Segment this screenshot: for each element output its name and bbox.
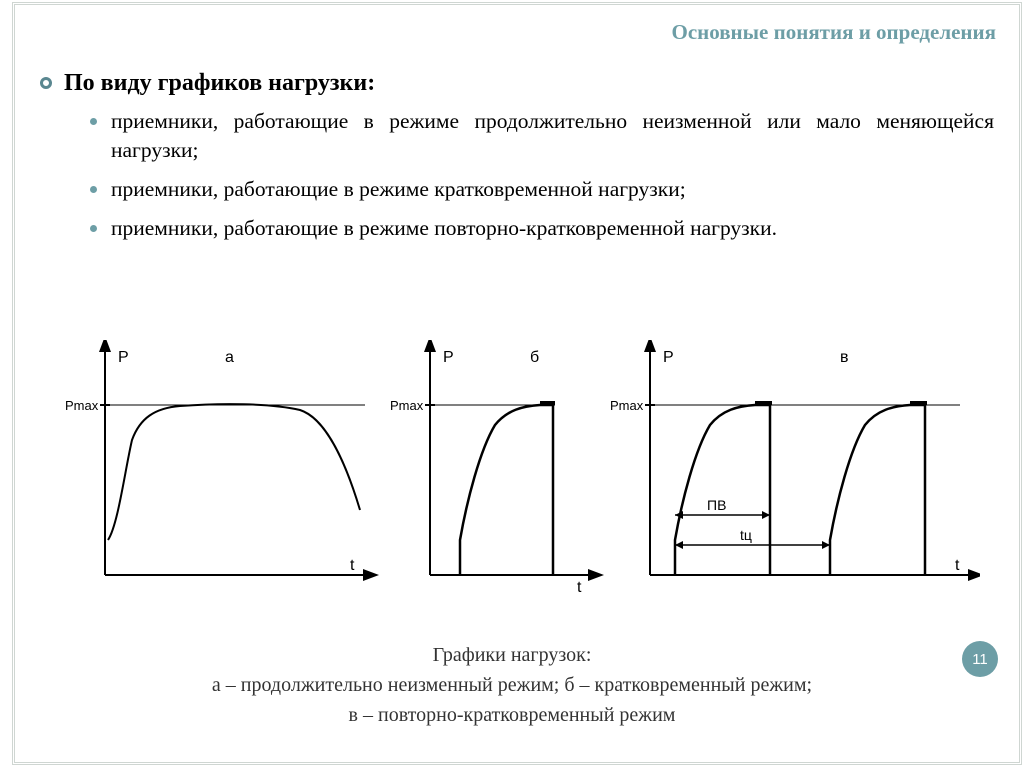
panel-label-b: б [530,349,539,366]
heading-row: По виду графиков нагрузки: [40,70,994,97]
y-axis-label: P [663,349,674,366]
page-number-badge: 11 [962,641,998,677]
bullet-text: приемники, работающие в режиме продолжит… [111,107,994,165]
tc-label: tц [740,527,752,543]
caption-body: а – продолжительно неизменный режим; б –… [0,670,1024,730]
tc-dimension: tц [675,527,830,549]
pmax-label: Pmax [610,398,644,413]
page-number: 11 [972,651,988,668]
x-axis-label: t [350,557,355,574]
dot-bullet-icon [90,118,97,125]
figure-caption: Графики нагрузок: а – продолжительно неи… [0,640,1024,730]
y-axis-label: P [443,349,454,366]
y-axis-label: P [118,349,129,366]
slide-header: Основные понятия и определения [671,20,996,45]
panel-a: P t а Pmax [65,349,365,575]
x-axis-label: t [577,579,582,596]
load-graphs-svg: P t а Pmax P t б Pmax [60,340,980,630]
panel-label-c: в [840,349,849,366]
caption-title: Графики нагрузок: [0,640,1024,670]
panel-b: P t б Pmax [390,349,590,596]
main-heading: По виду графиков нагрузки: [64,70,375,97]
pmax-label: Pmax [65,398,99,413]
ring-bullet-icon [40,77,52,89]
x-axis-label: t [955,557,960,574]
dot-bullet-icon [90,186,97,193]
pmax-label: Pmax [390,398,424,413]
bullet-text: приемники, работающие в режиме кратковре… [111,175,994,204]
content-area: По виду графиков нагрузки: приемники, ра… [40,70,994,253]
panel-c: P t в Pmax ПВ tц [610,349,970,575]
panel-label-a: а [225,349,234,366]
pv-dimension: ПВ [675,497,770,519]
bullet-list: приемники, работающие в режиме продолжит… [90,107,994,243]
list-item: приемники, работающие в режиме кратковре… [90,175,994,204]
pv-label: ПВ [707,497,726,513]
dot-bullet-icon [90,225,97,232]
list-item: приемники, работающие в режиме продолжит… [90,107,994,165]
bullet-text: приемники, работающие в режиме повторно-… [111,214,994,243]
figure-area: P t а Pmax P t б Pmax [60,340,980,630]
list-item: приемники, работающие в режиме повторно-… [90,214,994,243]
